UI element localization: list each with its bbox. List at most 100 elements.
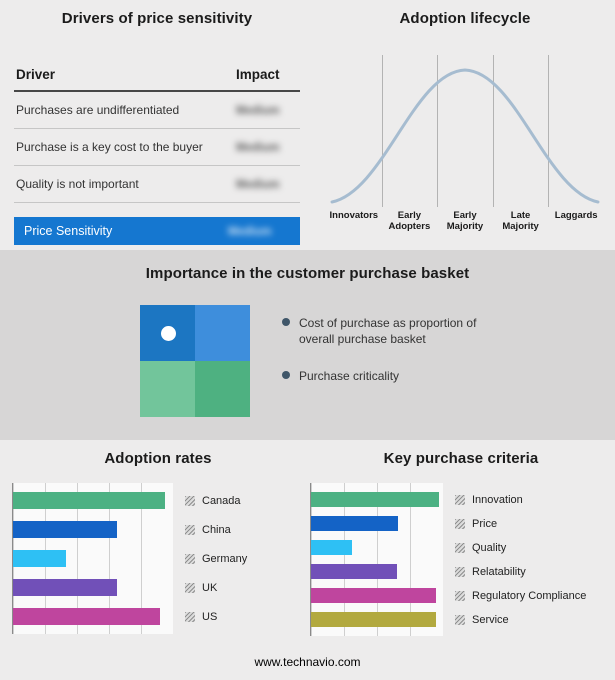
matrix-quadrant-bottom-right — [195, 361, 250, 417]
bar-label: Price — [472, 517, 498, 530]
bar-canada — [13, 492, 165, 509]
gridline — [492, 55, 494, 207]
bar-label-row: Relatability — [455, 564, 586, 579]
driver-cell: Purchases are undifferentiated — [16, 103, 180, 117]
criteria-plot-wrap: Innovation Price Quality Relatability Re… — [310, 483, 612, 636]
lifecycle-label-early-adopters: Early Adopters — [388, 210, 431, 232]
adoption-rates-title: Adoption rates — [104, 450, 212, 467]
bullet-item: Purchase criticality — [282, 368, 490, 384]
gridline — [381, 55, 383, 207]
bar-label: Relatability — [472, 565, 526, 578]
bar-label-row: Innovation — [455, 492, 586, 507]
hatch-marker-icon — [185, 524, 195, 535]
bar-label-row: UK — [185, 579, 247, 596]
blurred-impact-value: Medium — [236, 179, 280, 191]
bar-label: US — [202, 610, 218, 623]
table-row: Purchases are undifferentiated Medium — [14, 92, 300, 129]
impact-cell: Medium — [228, 224, 290, 238]
blurred-impact-value: Medium — [228, 226, 272, 238]
bar-price — [311, 516, 399, 531]
gridline — [437, 55, 439, 207]
bar-label: Regulatory Compliance — [472, 589, 587, 602]
price-sensitivity-highlight-row: Price Sensitivity Medium — [14, 217, 300, 245]
bar-label-row: Regulatory Compliance — [455, 588, 586, 603]
hatch-marker-icon — [455, 590, 465, 601]
bar-regulatory-compliance — [311, 588, 437, 603]
hatch-marker-icon — [185, 611, 195, 622]
purchase-basket-panel: Importance in the customer purchase bask… — [0, 250, 615, 440]
drivers-table-header: Driver Impact — [14, 61, 300, 92]
hatch-marker-icon — [455, 518, 465, 529]
bar-quality — [311, 540, 352, 555]
drivers-panel-title: Drivers of price sensitivity — [61, 10, 253, 27]
bar-label: Germany — [202, 552, 248, 565]
adoption-lifecycle-panel: Adoption lifecycle Innovators Early Adop… — [326, 10, 604, 233]
hatch-marker-icon — [185, 495, 195, 506]
lifecycle-label-late-majority: Late Majority — [502, 210, 539, 232]
bar-china — [13, 521, 117, 538]
bar-innovation — [311, 492, 440, 507]
bar-label-row: Canada — [185, 492, 247, 509]
website-footer: www.technavio.com — [254, 655, 361, 669]
impact-cell: Medium — [236, 140, 298, 154]
bar-label-row: Germany — [185, 550, 247, 567]
lifecycle-panel-title: Adoption lifecycle — [399, 10, 531, 27]
bar-label-row: US — [185, 608, 247, 625]
criteria-labels: Innovation Price Quality Relatability Re… — [455, 483, 586, 636]
key-purchase-criteria-title: Key purchase criteria — [383, 450, 539, 467]
basket-panel-title: Importance in the customer purchase bask… — [145, 265, 470, 282]
bar-us — [13, 608, 161, 625]
bar-label: UK — [202, 581, 218, 594]
bar-label: Quality — [472, 541, 507, 554]
matrix-quadrant-top-right — [195, 305, 250, 361]
hatch-marker-icon — [455, 614, 465, 625]
blurred-impact-value: Medium — [236, 142, 280, 154]
gridline — [548, 55, 550, 207]
matrix-position-dot — [161, 326, 176, 341]
driver-cell: Quality is not important — [16, 177, 139, 191]
drivers-of-price-sensitivity-panel: Drivers of price sensitivity Driver Impa… — [14, 10, 300, 245]
bar-germany — [13, 550, 66, 567]
impact-column-header: Impact — [236, 67, 280, 82]
bar-label-row: Quality — [455, 540, 586, 555]
adoption-rates-labels: Canada China Germany UK US — [185, 483, 247, 634]
driver-cell: Purchase is a key cost to the buyer — [16, 140, 203, 154]
bar-label-row: Service — [455, 612, 586, 627]
bottom-charts: Adoption rates Canada China Germany UK U… — [0, 440, 615, 660]
adoption-rates-plot-area — [12, 483, 173, 634]
table-row: Quality is not important Medium — [14, 166, 300, 203]
hatch-marker-icon — [455, 494, 465, 505]
adoption-rates-chart: Adoption rates Canada China Germany UK U… — [12, 450, 304, 634]
importance-matrix — [140, 305, 250, 417]
blurred-impact-value: Medium — [236, 105, 280, 117]
driver-column-header: Driver — [16, 67, 56, 82]
basket-bullet-list: Cost of purchase as proportion of overal… — [282, 305, 490, 406]
adoption-rates-plot-wrap: Canada China Germany UK US — [12, 483, 304, 634]
criteria-plot-area — [310, 483, 443, 636]
lifecycle-label-innovators: Innovators — [329, 210, 379, 221]
bar-relatability — [311, 564, 397, 579]
hatch-marker-icon — [455, 566, 465, 577]
bell-curve — [330, 68, 600, 204]
bar-label: Innovation — [472, 493, 523, 506]
lifecycle-label-early-majority: Early Majority — [446, 210, 484, 232]
bar-label: China — [202, 523, 231, 536]
table-row: Purchase is a key cost to the buyer Medi… — [14, 129, 300, 166]
drivers-table: Driver Impact Purchases are undifferenti… — [14, 61, 300, 245]
impact-cell: Medium — [236, 177, 298, 191]
bar-label-row: Price — [455, 516, 586, 531]
bar-service — [311, 612, 437, 627]
bullet-item: Cost of purchase as proportion of overal… — [282, 315, 490, 347]
bar-label-row: China — [185, 521, 247, 538]
hatch-marker-icon — [455, 542, 465, 553]
adoption-lifecycle-chart — [326, 55, 604, 207]
lifecycle-category-labels: Innovators Early Adopters Early Majority… — [326, 210, 604, 233]
bar-uk — [13, 579, 117, 596]
driver-cell: Price Sensitivity — [24, 224, 113, 238]
impact-cell: Medium — [236, 103, 298, 117]
matrix-quadrant-bottom-left — [140, 361, 195, 417]
bar-label: Canada — [202, 494, 241, 507]
bar-label: Service — [472, 613, 509, 626]
hatch-marker-icon — [185, 582, 195, 593]
